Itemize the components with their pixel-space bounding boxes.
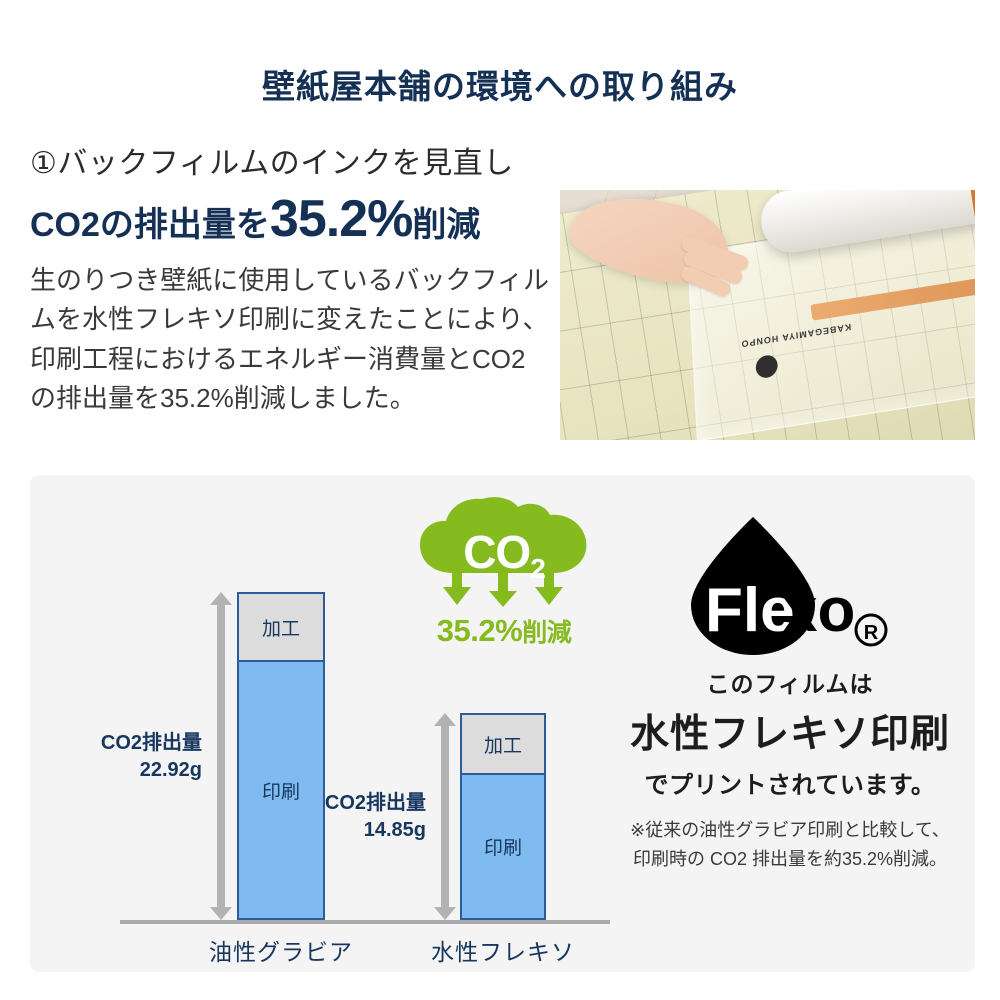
- wallpaper-photo: KABEGAMIYA HONPO: [560, 190, 975, 440]
- measure-value: 14.85g: [363, 819, 426, 841]
- svg-text:Fle: Fle: [705, 576, 795, 645]
- bar-segment-printing: 印刷: [239, 662, 323, 918]
- value-label-flexo: CO2排出量 14.85g: [278, 790, 426, 844]
- measure-name: CO2排出量: [324, 792, 426, 814]
- intro-block: ①バックフィルムのインクを見直し CO2の排出量を35.2%削減 生のりつき壁紙…: [30, 145, 550, 419]
- arrow-up-head-icon: [434, 713, 456, 726]
- bar-segment-processing: 加工: [462, 715, 544, 775]
- co2-cloud-icon: CO2: [414, 495, 594, 607]
- intro-headline: CO2の排出量を35.2%削減: [30, 189, 550, 249]
- flexo-line-3: でプリントされています。: [644, 772, 936, 799]
- comparison-panel: 加工 印刷 加工 印刷 CO2排出量 22.92g CO2排出量 14.85g …: [30, 475, 975, 972]
- reduction-text: 35.2%削減: [398, 613, 610, 649]
- film-logo-icon: [755, 353, 779, 380]
- reduction-value: 35.2%: [436, 613, 523, 648]
- headline-percent: 35.2%: [269, 189, 413, 248]
- flexo-line-2: 水性フレキソ印刷: [629, 713, 950, 756]
- flexo-note-line-2: 印刷時の CO2 排出量を約35.2%削減。: [632, 848, 948, 869]
- measure-value: 22.92g: [139, 759, 202, 781]
- flexo-note-line-1: ※従来の油性グラビア印刷と比較して、: [630, 820, 950, 840]
- arrow-down-head-icon: [210, 907, 232, 920]
- roll-orange-band: [966, 190, 975, 222]
- chart-baseline: [120, 920, 610, 924]
- value-label-gravure: CO2排出量 22.92g: [50, 730, 202, 784]
- category-label-gravure: 油性グラビア: [209, 939, 353, 965]
- intro-lead: ①バックフィルムのインクを見直し: [30, 147, 514, 180]
- headline-suffix: 削減: [412, 205, 481, 244]
- reduction-suffix: 削減: [522, 619, 572, 647]
- arrow-shaft: [441, 724, 449, 909]
- arrow-up-head-icon: [210, 592, 232, 605]
- headline-prefix: CO2の排出量を: [30, 205, 270, 244]
- measure-arrow-flexo: [434, 713, 456, 920]
- flexo-line-1: このフィルムは: [706, 671, 874, 697]
- flexo-note: ※従来の油性グラビア印刷と比較して、 印刷時の CO2 排出量を約35.2%削減…: [605, 816, 975, 874]
- arrow-shaft: [217, 603, 225, 909]
- measure-name: CO2排出量: [100, 732, 202, 754]
- co2-reduction-block: CO2 35.2%削減: [398, 495, 610, 649]
- arrow-down-head-icon: [434, 907, 456, 920]
- bar-segment-printing: 印刷: [462, 775, 544, 918]
- flexo-logo: Fle xo R: [675, 513, 905, 661]
- cloud-co2-label: CO2: [414, 525, 594, 585]
- measure-arrow-gravure: [210, 592, 232, 920]
- bar-flexo: 加工 印刷: [460, 713, 546, 920]
- cloud-co2-main: CO: [463, 526, 531, 578]
- bar-segment-processing: 加工: [239, 594, 323, 662]
- film-print-mark: KABEGAMIYA HONPO: [740, 321, 852, 350]
- co2-bar-chart: 加工 印刷 加工 印刷 CO2排出量 22.92g CO2排出量 14.85g …: [30, 475, 630, 972]
- page-title: 壁紙屋本舗の環境への取り組み: [262, 68, 738, 105]
- flexo-block: Fle xo R このフィルムは 水性フレキソ印刷 でプリントされています。 ※…: [605, 513, 975, 874]
- cloud-co2-sub: 2: [530, 553, 546, 585]
- bar-gravure: 加工 印刷: [237, 592, 325, 920]
- svg-text:R: R: [864, 622, 879, 644]
- intro-body: 生のりつき壁紙に使用しているバックフィルムを水性フレキソ印刷に変えたことにより、…: [30, 264, 549, 414]
- svg-text:xo: xo: [783, 576, 855, 645]
- category-label-flexo: 水性フレキソ: [431, 939, 575, 965]
